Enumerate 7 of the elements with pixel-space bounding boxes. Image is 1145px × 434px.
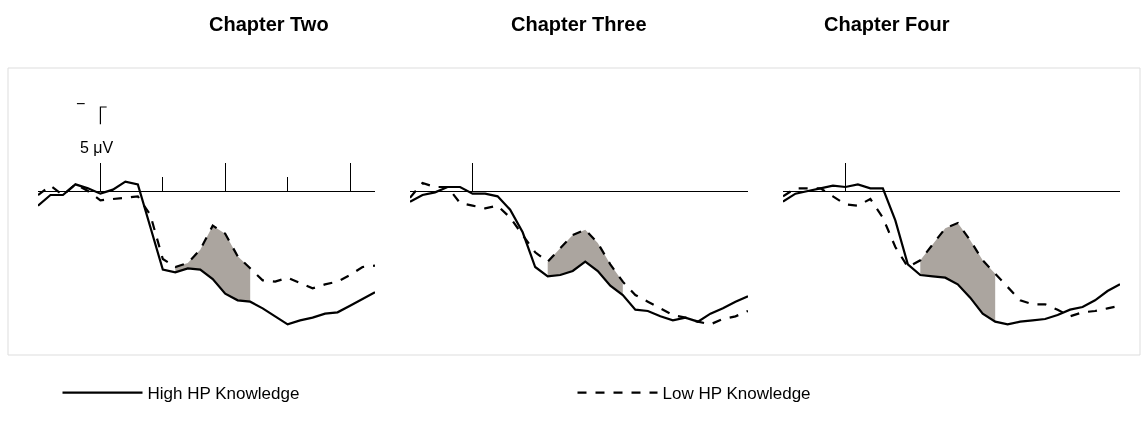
text: − — [76, 95, 86, 112]
legend-label: Low HP Knowledge — [662, 384, 811, 404]
chart-title: Chapter Three — [511, 13, 647, 35]
chart-title: Chapter Two — [209, 13, 329, 35]
chart-title: Chapter Four — [824, 13, 950, 35]
legend-label: High HP Knowledge — [147, 384, 300, 404]
text: 5 μV — [80, 139, 114, 156]
